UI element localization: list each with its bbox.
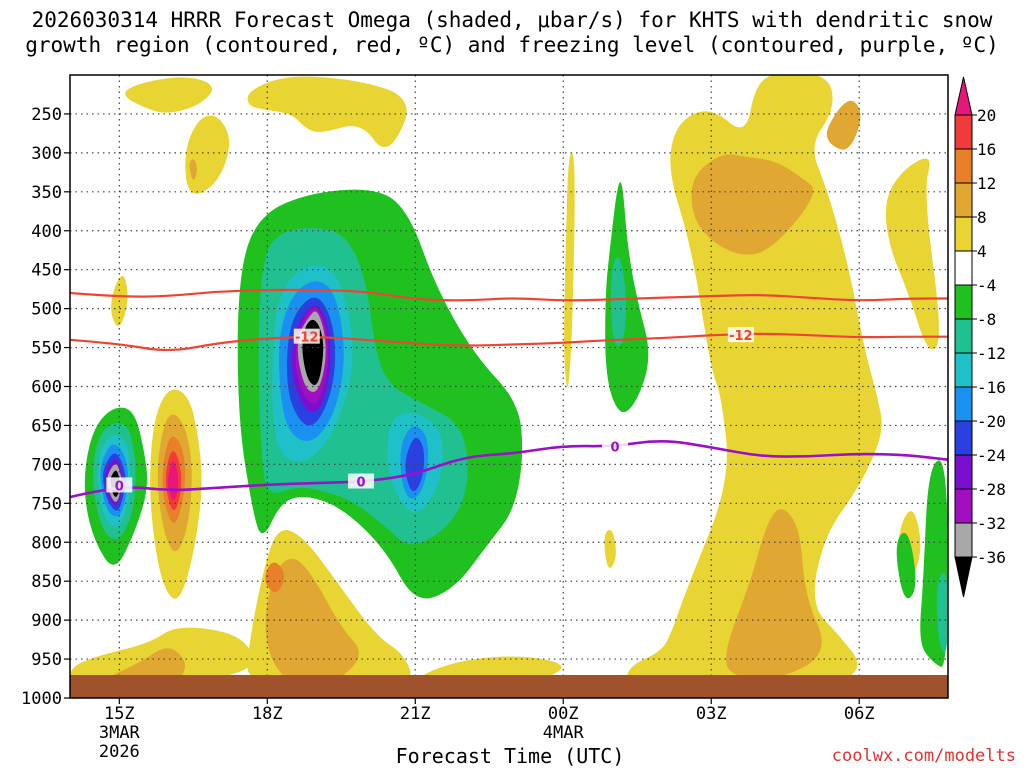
source-credit-link[interactable]: coolwx.com/modelts: [831, 746, 1016, 766]
y-tick-label: 450: [31, 261, 62, 281]
colorbar-tick-label: 4: [977, 242, 987, 261]
colorbar-tick-label: -20: [977, 412, 1006, 431]
colorbar-tick-label: -12: [977, 344, 1006, 363]
x-tick-label: 15Z: [104, 704, 135, 724]
chart-title-line-2: growth region (contoured, red, ºC) and f…: [25, 33, 999, 57]
omega-region-14: [691, 154, 813, 255]
colorbar-segment: [954, 182, 973, 218]
freezing-level-label: 0: [356, 476, 365, 491]
omega-region-8: [265, 558, 359, 685]
y-tick-label: 350: [31, 183, 62, 203]
y-tick-label: 250: [31, 105, 62, 125]
colorbar-tick-label: 16: [977, 140, 996, 159]
x-tick-label: 03Z: [696, 704, 727, 724]
y-tick-label: 500: [31, 300, 62, 320]
x-axis-label: Forecast Time (UTC): [395, 744, 625, 768]
colorbar-segment: [954, 318, 973, 354]
contour-lines-layer: -12 -12 0 0 0: [70, 288, 948, 499]
dgz-contour-line-0: [70, 288, 948, 302]
omega-region-11: [564, 152, 575, 387]
colorbar-tick-label: -8: [977, 310, 996, 329]
omega-region-0: [125, 77, 213, 113]
colorbar-tick-label: -28: [977, 480, 1006, 499]
colorbar-segment: [954, 488, 973, 524]
dgz-contour-label-bg: [293, 328, 320, 344]
colorbar-tick-label: -32: [977, 514, 1006, 533]
colorbar-segment: [954, 420, 973, 456]
colorbar-tick-label: -24: [977, 446, 1006, 465]
omega-region-9: [265, 562, 285, 593]
chart-title-line-1: 2026030314 HRRR Forecast Omega (shaded, …: [31, 8, 993, 32]
y-tick-label: 700: [31, 455, 62, 475]
ground-surface-band: [70, 675, 948, 698]
omega-region-31: [405, 437, 425, 492]
colorbar-tick-label: -36: [977, 548, 1006, 567]
freezing-level-label: 0: [611, 440, 620, 455]
y-tick-label: 600: [31, 378, 62, 398]
colorbar-tick-label: 12: [977, 174, 996, 193]
dgz-contour-label-bg: [727, 327, 754, 343]
omega-region-12: [604, 529, 616, 568]
y-tick-label: 900: [31, 611, 62, 631]
freezing-level-line: [70, 440, 948, 499]
x-tick-label: 06Z: [844, 704, 875, 724]
colorbar-segment: [954, 284, 973, 320]
omega-shading-layer: [70, 75, 948, 687]
pressure-axis: 250 300 350 400 450 500 550 600 650 700 750 800 850 9…: [21, 105, 70, 709]
freezing-level-label: 0: [115, 479, 124, 494]
x-tick-label: 00Z: [548, 704, 579, 724]
colorbar-top-arrow: [954, 76, 973, 116]
y-tick-label: 300: [31, 144, 62, 164]
colorbar-segment: [954, 352, 973, 388]
colorbar-segment: [954, 522, 973, 558]
omega-region-20: [605, 181, 649, 413]
x-tick-label: 3MAR: [99, 723, 141, 743]
colorbar-segment: [954, 216, 973, 252]
colorbar-tick-label: -16: [977, 378, 1006, 397]
x-tick-label: 2026: [99, 742, 140, 762]
dgz-contour-label: -12: [729, 329, 753, 344]
colorbar-tick-label: -4: [977, 276, 996, 295]
x-tick-label: 18Z: [252, 704, 283, 724]
omega-region-3: [247, 76, 407, 148]
colorbar-segment: [954, 454, 973, 490]
y-tick-label: 550: [31, 339, 62, 359]
colorbar-segment: [954, 148, 973, 184]
colorbar-bottom-arrow: [954, 556, 973, 598]
omega-region-13: [627, 75, 882, 687]
x-tick-label: 4MAR: [543, 723, 585, 743]
x-tick-label: 21Z: [400, 704, 431, 724]
colorbar-tick-label: 8: [977, 208, 987, 227]
omega-region-16: [726, 509, 822, 679]
y-tick-label: 400: [31, 222, 62, 242]
freezing-level-label-bg: [602, 438, 629, 454]
omega-region-17: [885, 158, 939, 350]
colorbar-segment: [954, 386, 973, 422]
y-tick-label: 850: [31, 572, 62, 592]
y-tick-label: 750: [31, 494, 62, 514]
omega-region-2: [189, 159, 197, 180]
dgz-contour-label: -12: [295, 331, 319, 346]
y-tick-label: 1000: [21, 689, 62, 709]
freezing-level-label-bg: [348, 473, 375, 489]
omega-region-21: [896, 532, 916, 599]
omega-colorbar: 20 16 12 8 4 -4 -8 -12 -16 -20 -24 -28 -32 -36: [954, 76, 1006, 598]
dgz-contour-line-1: [70, 332, 948, 352]
y-tick-label: 950: [31, 650, 62, 670]
omega-region-25: [936, 572, 948, 653]
y-tick-label: 800: [31, 533, 62, 553]
colorbar-tick-label: 20: [977, 106, 996, 125]
colorbar-segment: [954, 114, 973, 150]
y-tick-label: 650: [31, 416, 62, 436]
omega-region-24: [610, 257, 627, 346]
colorbar-segment: [954, 250, 973, 286]
omega-region-15: [826, 100, 861, 150]
grid-layer: [70, 75, 948, 698]
freezing-level-label-bg: [106, 477, 133, 493]
